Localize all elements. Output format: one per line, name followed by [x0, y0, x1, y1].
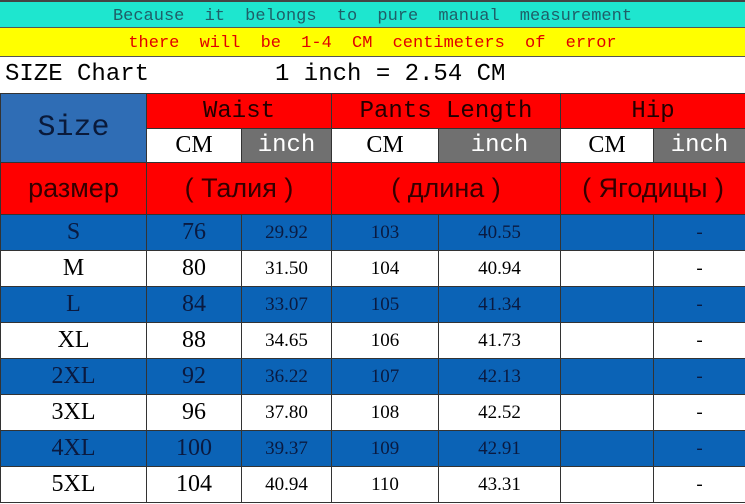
waist-cm-cell: 88 [146, 322, 242, 359]
waist-inch-cell: 39.37 [240, 430, 333, 467]
size-cell: 2XL [0, 358, 147, 395]
hip-inch-cell: - [653, 430, 745, 467]
waist-cm-cell: 92 [146, 358, 242, 395]
hip-inch-cell: - [653, 322, 745, 359]
size-cell: 5XL [0, 466, 147, 503]
notice-line-2: there will be 1-4 CM centimeters of erro… [0, 28, 745, 57]
table-row: 2XL 92 36.22 107 42.13 - [0, 358, 745, 395]
length-cm-cell: 104 [331, 250, 440, 287]
waist-cm-cell: 96 [146, 394, 242, 431]
title-row: SIZE Chart 1 inch = 2.54 CM [0, 57, 745, 93]
size-cell: L [0, 286, 147, 323]
table-row: XL 88 34.65 106 41.73 - [0, 322, 745, 359]
length-inch-cell: 42.52 [438, 394, 562, 431]
hip-cm-cell [560, 358, 655, 395]
chart-title: SIZE Chart [5, 61, 150, 88]
size-cell: M [0, 250, 147, 287]
waist-inch-cell: 40.94 [240, 466, 333, 503]
waist-cm-cell: 76 [146, 214, 242, 251]
length-inch-cell: 42.13 [438, 358, 562, 395]
waist-inch-cell: 31.50 [240, 250, 333, 287]
length-cm-cell: 106 [331, 322, 440, 359]
size-cell: XL [0, 322, 147, 359]
unit-inch: inch [438, 128, 562, 163]
table-row: 3XL 96 37.80 108 42.52 - [0, 394, 745, 431]
hip-inch-cell: - [653, 214, 745, 251]
waist-inch-cell: 33.07 [240, 286, 333, 323]
length-cm-cell: 109 [331, 430, 440, 467]
size-cell: 4XL [0, 430, 147, 467]
header-pants-length: Pants Length [331, 93, 562, 129]
length-inch-cell: 42.91 [438, 430, 562, 467]
length-cm-cell: 107 [331, 358, 440, 395]
hip-cm-cell [560, 250, 655, 287]
unit-inch: inch [240, 128, 333, 163]
length-cm-cell: 103 [331, 214, 440, 251]
header-ru-waist: ( Талия ) [145, 162, 333, 215]
length-cm-cell: 110 [331, 466, 440, 503]
length-inch-cell: 41.34 [438, 286, 562, 323]
waist-cm-cell: 100 [146, 430, 242, 467]
hip-inch-cell: - [653, 358, 745, 395]
length-inch-cell: 40.55 [438, 214, 562, 251]
waist-inch-cell: 34.65 [240, 322, 333, 359]
header-size: Size [0, 93, 147, 163]
hip-cm-cell [560, 466, 655, 503]
waist-cm-cell: 84 [146, 286, 242, 323]
length-inch-cell: 40.94 [438, 250, 562, 287]
header-ru-size: размер [0, 162, 147, 215]
waist-inch-cell: 37.80 [240, 394, 333, 431]
header-ru-length: ( длина ) [331, 162, 562, 215]
length-cm-cell: 105 [331, 286, 440, 323]
size-table: Size Waist Pants Length Hip CM inch CM i… [0, 93, 745, 503]
unit-cm: CM [146, 128, 242, 163]
length-inch-cell: 41.73 [438, 322, 562, 359]
waist-inch-cell: 36.22 [240, 358, 333, 395]
hip-cm-cell [560, 394, 655, 431]
header-ru-hip: ( Ягодицы ) [560, 162, 745, 215]
waist-cm-cell: 104 [146, 466, 242, 503]
size-cell: S [0, 214, 147, 251]
unit-inch: inch [653, 128, 745, 163]
table-row: S 76 29.92 103 40.55 - [0, 214, 745, 251]
table-row: L 84 33.07 105 41.34 - [0, 286, 745, 323]
size-cell: 3XL [0, 394, 147, 431]
header-hip: Hip [560, 93, 745, 129]
unit-cm: CM [331, 128, 440, 163]
hip-inch-cell: - [653, 466, 745, 503]
table-row: M 80 31.50 104 40.94 - [0, 250, 745, 287]
table-row: 4XL 100 39.37 109 42.91 - [0, 430, 745, 467]
hip-inch-cell: - [653, 394, 745, 431]
waist-cm-cell: 80 [146, 250, 242, 287]
header-waist: Waist [145, 93, 333, 129]
hip-cm-cell [560, 430, 655, 467]
hip-cm-cell [560, 214, 655, 251]
unit-cm: CM [560, 128, 655, 163]
hip-inch-cell: - [653, 286, 745, 323]
length-inch-cell: 43.31 [438, 466, 562, 503]
table-row: 5XL 104 40.94 110 43.31 - [0, 466, 745, 503]
hip-cm-cell [560, 286, 655, 323]
length-cm-cell: 108 [331, 394, 440, 431]
notice-line-1: Because it belongs to pure manual measur… [0, 0, 745, 28]
conversion-note: 1 inch = 2.54 CM [275, 61, 506, 88]
hip-cm-cell [560, 322, 655, 359]
waist-inch-cell: 29.92 [240, 214, 333, 251]
hip-inch-cell: - [653, 250, 745, 287]
